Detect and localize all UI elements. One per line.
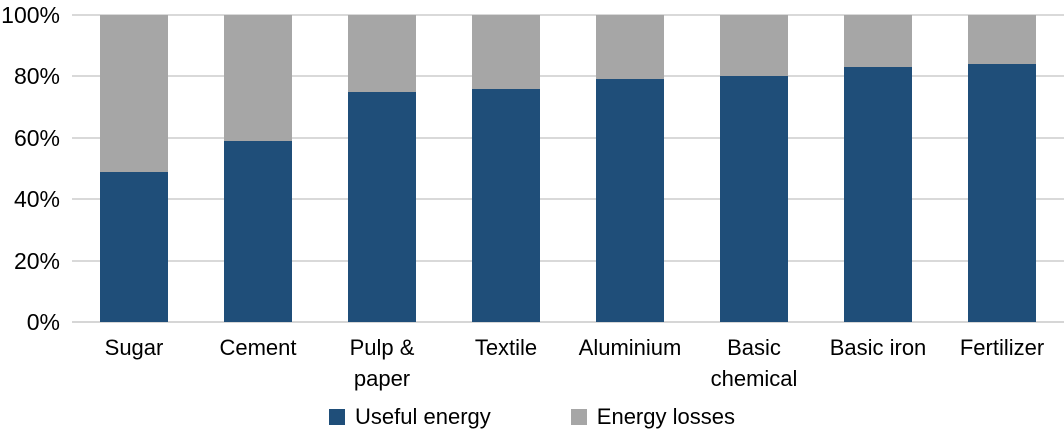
gridline-60%	[72, 136, 1064, 139]
segment-useful-energy	[100, 171, 168, 322]
plot-area	[72, 14, 1064, 323]
segment-useful-energy	[720, 76, 788, 322]
segment-energy-losses	[844, 15, 912, 68]
segment-energy-losses	[100, 15, 168, 172]
bar-basic-chemical	[720, 15, 788, 322]
segment-energy-losses	[720, 15, 788, 77]
segment-energy-losses	[224, 15, 292, 141]
bar-basic-iron	[844, 15, 912, 322]
y-tick-label: 60%	[13, 124, 60, 151]
legend-swatch-icon	[570, 409, 587, 425]
bar-slot	[568, 15, 692, 322]
segment-useful-energy	[472, 88, 540, 322]
x-label-slot: Fertilizer	[940, 332, 1064, 394]
gridline-100%	[72, 14, 1064, 16]
gridline-80%	[72, 75, 1064, 78]
segment-useful-energy	[596, 79, 664, 322]
category-label: Pulp & paper	[349, 335, 415, 391]
bar-cement	[224, 15, 292, 322]
bar-fertilizer	[968, 15, 1036, 322]
bar-slot	[940, 15, 1064, 322]
category-label: Fertilizer	[959, 335, 1045, 360]
bar-slot	[444, 15, 568, 322]
category-label: Cement	[219, 335, 297, 360]
x-label-slot: Textile	[444, 332, 568, 394]
bar-textile	[472, 15, 540, 322]
bar-slot	[196, 15, 320, 322]
segment-energy-losses	[596, 15, 664, 80]
segment-useful-energy	[844, 67, 912, 322]
legend-item-energy-losses: Energy losses	[570, 404, 735, 430]
segment-useful-energy	[968, 64, 1036, 322]
y-tick-label: 40%	[13, 186, 60, 213]
category-label: Basic iron	[829, 335, 927, 360]
y-tick-label: 20%	[13, 247, 60, 274]
legend-label: Energy losses	[596, 404, 735, 429]
category-label: Aluminium	[578, 335, 682, 360]
bar-slot	[816, 15, 940, 322]
x-label-slot: Basic iron	[816, 332, 940, 394]
segment-energy-losses	[472, 15, 540, 89]
bar-slot	[72, 15, 196, 322]
category-label: Textile	[474, 335, 538, 360]
legend-label: Useful energy	[355, 404, 491, 429]
segment-useful-energy	[348, 91, 416, 322]
x-label-slot: Sugar	[72, 332, 196, 394]
y-tick-label: 100%	[1, 2, 60, 28]
bar-slot	[692, 15, 816, 322]
segment-energy-losses	[968, 15, 1036, 65]
legend-swatch-icon	[329, 409, 346, 425]
segment-energy-losses	[348, 15, 416, 92]
gridline-20%	[72, 259, 1064, 262]
gridline-0%	[72, 321, 1064, 323]
x-label-slot: Aluminium	[568, 332, 692, 394]
bar-slot	[320, 15, 444, 322]
y-tick-label: 80%	[13, 63, 60, 90]
x-label-slot: Basic chemical	[692, 332, 816, 394]
y-tick-label: 0%	[26, 309, 60, 335]
bar-aluminium	[596, 15, 664, 322]
x-axis-labels: Sugar Cement Pulp & paper Textile Aluminium B…	[72, 332, 1064, 394]
legend-item-useful-energy: Useful energy	[329, 404, 491, 430]
legend: Useful energy Energy losses	[0, 404, 1064, 430]
bar-pulp-paper	[348, 15, 416, 322]
x-label-slot: Pulp & paper	[320, 332, 444, 394]
gridline-40%	[72, 198, 1064, 201]
category-label: Basic chemical	[710, 335, 798, 391]
x-label-slot: Cement	[196, 332, 320, 394]
bar-sugar	[100, 15, 168, 322]
bars-row	[72, 15, 1064, 322]
segment-useful-energy	[224, 140, 292, 322]
category-label: Sugar	[104, 335, 164, 360]
